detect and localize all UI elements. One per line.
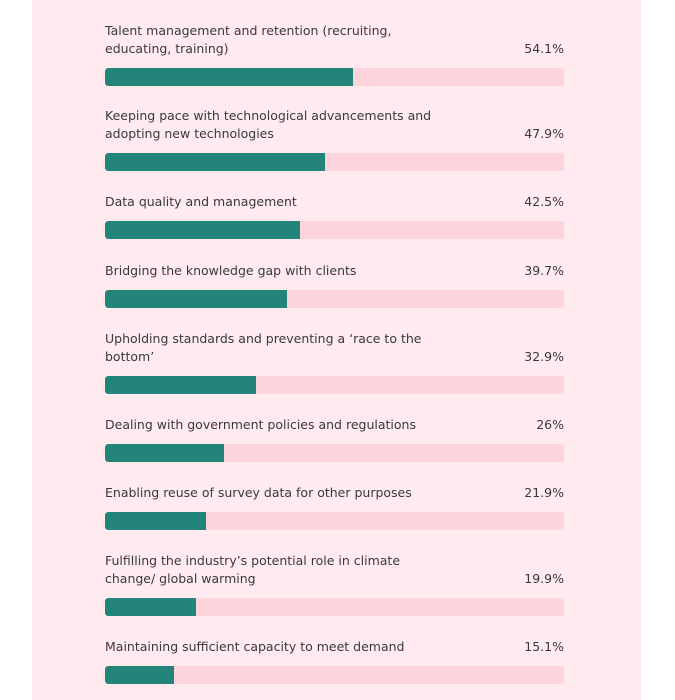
bar-value-label: 26%: [536, 417, 564, 432]
bar-fill: [105, 598, 197, 616]
bar-fill: [105, 153, 325, 171]
bar-track: [105, 153, 564, 171]
bar-label: Dealing with government policies and reg…: [105, 417, 416, 432]
bar-label: Fulfilling the industry’s potential role…: [105, 553, 401, 586]
bar-fill: [105, 666, 175, 684]
bar-label: Maintaining sufficient capacity to meet …: [105, 639, 405, 654]
bar-fill: [105, 512, 206, 530]
bar-label: Bridging the knowledge gap with clients: [105, 263, 357, 278]
bar-value-label: 19.9%: [524, 571, 564, 586]
bar-fill: [105, 221, 301, 239]
bar-label: Enabling reuse of survey data for other …: [105, 485, 412, 500]
bar-fill: [105, 68, 354, 86]
bar-value-label: 54.1%: [524, 41, 564, 56]
chart-panel: [32, 0, 641, 700]
bar-track: [105, 512, 564, 530]
bar-label: Keeping pace with technological advancem…: [105, 108, 432, 141]
bar-label: Talent management and retention (recruit…: [105, 23, 392, 56]
bar-value-label: 42.5%: [524, 194, 564, 209]
bar-track: [105, 221, 564, 239]
bar-track: [105, 376, 564, 394]
bar-value-label: 15.1%: [524, 639, 564, 654]
bar-fill: [105, 290, 288, 308]
bar-value-label: 47.9%: [524, 126, 564, 141]
bar-label: Upholding standards and preventing a ‘ra…: [105, 331, 422, 364]
bar-track: [105, 666, 564, 684]
bar-value-label: 39.7%: [524, 263, 564, 278]
bar-label: Data quality and management: [105, 194, 297, 209]
bar-value-label: 32.9%: [524, 349, 564, 364]
bar-fill: [105, 376, 256, 394]
bar-track: [105, 290, 564, 308]
bar-track: [105, 68, 564, 86]
bar-fill: [105, 444, 225, 462]
bar-track: [105, 598, 564, 616]
bar-value-label: 21.9%: [524, 485, 564, 500]
bar-track: [105, 444, 564, 462]
